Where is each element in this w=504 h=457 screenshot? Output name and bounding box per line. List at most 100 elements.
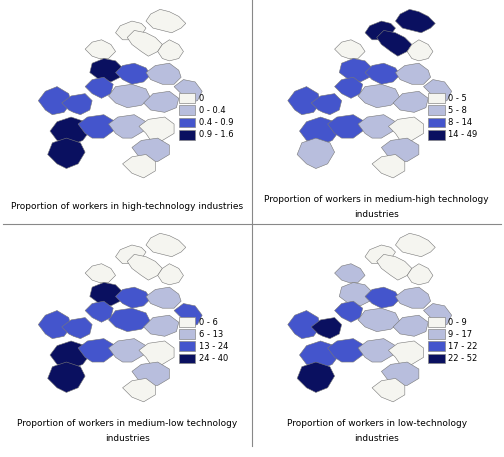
Polygon shape — [396, 233, 435, 257]
Polygon shape — [115, 63, 151, 84]
Polygon shape — [339, 58, 372, 82]
Polygon shape — [122, 378, 155, 402]
Polygon shape — [396, 287, 430, 308]
Text: Proportion of workers in medium-low technology: Proportion of workers in medium-low tech… — [17, 419, 237, 428]
Bar — [179, 130, 195, 139]
Polygon shape — [407, 40, 433, 61]
Polygon shape — [311, 318, 342, 339]
Polygon shape — [393, 91, 428, 112]
Bar — [428, 93, 445, 103]
Polygon shape — [396, 63, 430, 84]
Bar — [428, 130, 445, 139]
Polygon shape — [144, 315, 179, 336]
Bar — [179, 329, 195, 339]
Bar — [428, 341, 445, 351]
Polygon shape — [382, 138, 419, 161]
Polygon shape — [108, 308, 151, 332]
Text: 0 - 9: 0 - 9 — [448, 318, 467, 326]
Text: industries: industries — [105, 434, 150, 443]
Polygon shape — [365, 287, 400, 308]
Polygon shape — [297, 362, 335, 393]
Polygon shape — [174, 303, 202, 327]
Polygon shape — [85, 301, 113, 322]
Polygon shape — [389, 341, 423, 364]
Polygon shape — [139, 117, 174, 140]
Polygon shape — [158, 40, 183, 61]
Bar — [428, 354, 445, 363]
Bar — [428, 105, 445, 115]
Text: Proportion of workers in low-technology: Proportion of workers in low-technology — [287, 419, 467, 428]
Text: 0 - 6: 0 - 6 — [199, 318, 218, 326]
Polygon shape — [358, 339, 396, 362]
Bar — [179, 341, 195, 351]
Text: Proportion of workers in high-technology industries: Proportion of workers in high-technology… — [11, 202, 243, 211]
Polygon shape — [50, 117, 90, 145]
Text: 14 - 49: 14 - 49 — [448, 130, 477, 139]
Text: industries: industries — [354, 434, 399, 443]
Polygon shape — [376, 255, 412, 280]
Polygon shape — [108, 339, 146, 362]
Polygon shape — [146, 63, 181, 84]
Polygon shape — [423, 80, 452, 103]
Polygon shape — [372, 378, 405, 402]
Polygon shape — [389, 117, 423, 140]
Polygon shape — [122, 154, 155, 178]
Polygon shape — [335, 301, 363, 322]
Polygon shape — [115, 21, 146, 40]
Polygon shape — [358, 115, 396, 138]
Polygon shape — [139, 341, 174, 364]
Polygon shape — [90, 58, 122, 82]
Bar — [179, 317, 195, 327]
Text: 5 - 8: 5 - 8 — [448, 106, 467, 115]
Polygon shape — [132, 362, 169, 385]
Polygon shape — [339, 282, 372, 306]
Text: 22 - 52: 22 - 52 — [448, 354, 477, 363]
Polygon shape — [115, 287, 151, 308]
Text: 0: 0 — [199, 94, 204, 102]
Polygon shape — [158, 264, 183, 285]
Text: 0 - 5: 0 - 5 — [448, 94, 467, 102]
Polygon shape — [311, 94, 342, 115]
Polygon shape — [85, 77, 113, 98]
Polygon shape — [78, 115, 115, 138]
Polygon shape — [288, 311, 321, 339]
Polygon shape — [358, 308, 400, 332]
Text: 24 - 40: 24 - 40 — [199, 354, 228, 363]
Polygon shape — [335, 77, 363, 98]
Polygon shape — [396, 9, 435, 33]
Polygon shape — [146, 9, 186, 33]
Polygon shape — [299, 117, 339, 145]
Polygon shape — [174, 80, 202, 103]
Polygon shape — [108, 115, 146, 138]
Text: 6 - 13: 6 - 13 — [199, 329, 223, 339]
Polygon shape — [376, 31, 412, 56]
Polygon shape — [115, 245, 146, 264]
Polygon shape — [50, 341, 90, 369]
Text: 0 - 0.4: 0 - 0.4 — [199, 106, 225, 115]
Polygon shape — [365, 21, 396, 40]
Polygon shape — [288, 87, 321, 115]
Polygon shape — [328, 115, 365, 138]
Polygon shape — [372, 154, 405, 178]
Polygon shape — [393, 315, 428, 336]
Text: 0.4 - 0.9: 0.4 - 0.9 — [199, 118, 233, 127]
Polygon shape — [48, 362, 85, 393]
Polygon shape — [127, 255, 162, 280]
Bar — [428, 317, 445, 327]
Polygon shape — [146, 287, 181, 308]
Polygon shape — [365, 63, 400, 84]
Polygon shape — [407, 264, 433, 285]
Polygon shape — [365, 245, 396, 264]
Polygon shape — [299, 341, 339, 369]
Polygon shape — [78, 339, 115, 362]
Polygon shape — [127, 31, 162, 56]
Bar — [179, 93, 195, 103]
Polygon shape — [144, 91, 179, 112]
Polygon shape — [108, 84, 151, 108]
Bar — [179, 354, 195, 363]
Bar — [428, 329, 445, 339]
Bar — [179, 117, 195, 128]
Polygon shape — [328, 339, 365, 362]
Polygon shape — [38, 311, 71, 339]
Polygon shape — [423, 303, 452, 327]
